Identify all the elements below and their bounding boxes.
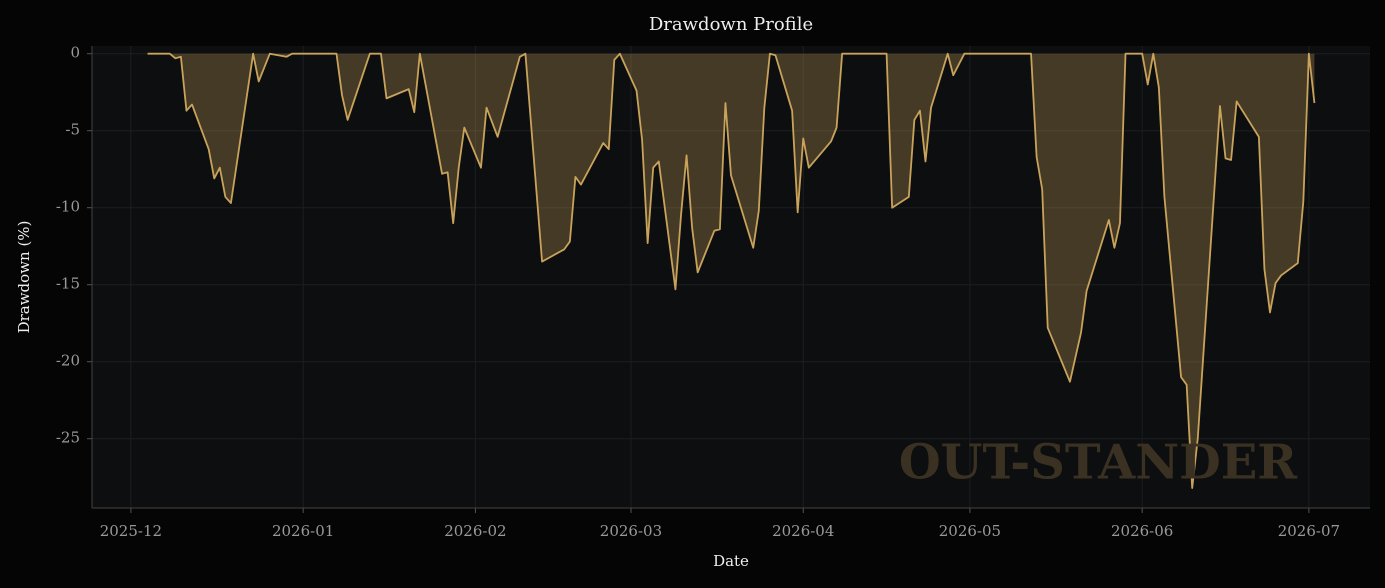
- chart-title: Drawdown Profile: [649, 14, 813, 35]
- line: [147, 52, 1316, 489]
- x-axis-label: Date: [713, 552, 749, 570]
- plot-layer: 0 -5 -10 -15 -20 -25 2025-12 2026-01 2026-02 2026…: [56, 44, 1370, 540]
- y-tick-label: 0: [70, 44, 80, 62]
- x-tick-label: 2026-04: [772, 522, 834, 540]
- y-tick-label: -10: [56, 198, 80, 216]
- y-tick-label: -25: [56, 429, 80, 447]
- x-tick-label: 2026-03: [600, 522, 662, 540]
- y-tick-label: -20: [56, 352, 80, 370]
- y-axis-label: Drawdown (%): [15, 221, 33, 334]
- x-tick-label: 2026-02: [444, 522, 506, 540]
- x-tick-label: 2026-01: [272, 522, 334, 540]
- watermark: OUT-STANDER: [899, 435, 1298, 491]
- y-tick-label: -5: [65, 121, 80, 139]
- area-fill: [147, 53, 1315, 488]
- x-tick-label: 2026-05: [939, 522, 1001, 540]
- x-tick-label: 2026-07: [1278, 522, 1340, 540]
- plot-area: [92, 46, 1370, 508]
- x-tick-label: 2025-12: [100, 522, 162, 540]
- x-tick-label: 2026-06: [1111, 522, 1173, 540]
- y-tick-label: -15: [56, 275, 80, 293]
